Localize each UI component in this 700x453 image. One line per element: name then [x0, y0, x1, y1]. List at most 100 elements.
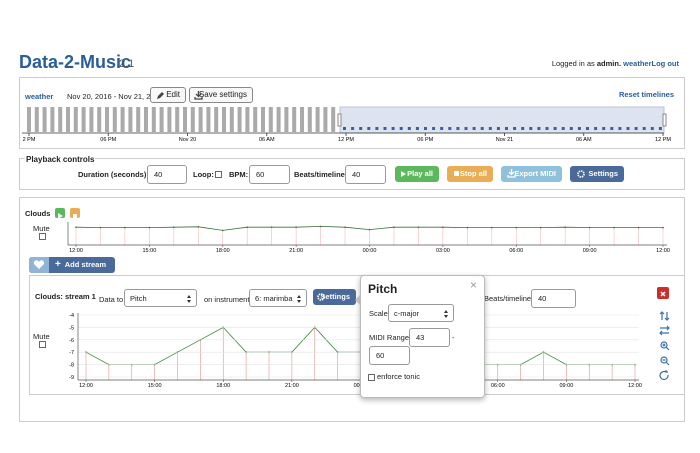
sort-icon[interactable]	[659, 311, 670, 321]
close-icon	[660, 291, 666, 297]
beat-marker	[561, 127, 565, 130]
beat-marker	[415, 127, 419, 130]
duration-label: Duration (seconds):	[78, 170, 149, 179]
scale-select[interactable]: c-major	[388, 304, 454, 322]
timeline-tick-label: 06 AM	[576, 137, 592, 143]
popup-title: Pitch	[368, 282, 398, 296]
logout-link[interactable]: Log out	[651, 59, 680, 68]
x-tick-label: 09:00	[559, 383, 573, 389]
app-version: 2.1	[119, 58, 135, 70]
duration-input[interactable]: 40	[147, 165, 187, 184]
value-point	[466, 226, 469, 229]
x-tick-label: 18:00	[216, 248, 230, 254]
beat-bar	[175, 107, 180, 132]
timeline-tick-label: 06 PM	[417, 137, 433, 143]
dataset-link[interactable]: weather	[623, 59, 652, 68]
settings-label: Settings	[588, 169, 618, 178]
data-to-select[interactable]: Pitch	[124, 289, 197, 307]
value-point	[221, 229, 224, 232]
settings-button[interactable]: Settings	[570, 166, 624, 182]
stream-beats-label: Beats/timeline	[484, 294, 532, 303]
clouds-name: Clouds	[25, 209, 51, 218]
value-point	[295, 226, 297, 228]
beat-bar	[331, 107, 336, 132]
zoom-in-icon[interactable]	[660, 341, 670, 351]
beat-marker	[569, 127, 573, 130]
midi-high-input[interactable]: 60	[369, 346, 410, 365]
beat-bar	[214, 107, 219, 132]
stream-mute-checkbox[interactable]	[39, 341, 46, 348]
beat-marker	[521, 127, 525, 130]
beat-marker	[343, 127, 346, 130]
app-title: Data-2-Music	[19, 52, 132, 72]
timeline-tick-label: Nov 20	[179, 137, 196, 143]
dataset-name[interactable]: weather	[25, 92, 54, 101]
beat-bar	[261, 107, 265, 132]
value-point	[344, 226, 346, 228]
beat-bar	[27, 107, 31, 132]
export-midi-button[interactable]: Export MIDI	[501, 166, 562, 182]
beat-marker	[432, 127, 436, 130]
edit-button[interactable]: Edit	[150, 87, 186, 103]
value-point	[246, 226, 249, 228]
value-point	[442, 226, 444, 228]
popup-close[interactable]: ×	[470, 278, 478, 292]
mute-checkbox[interactable]	[39, 233, 46, 240]
download-icon	[194, 91, 203, 100]
clouds-stop-button[interactable]	[70, 208, 80, 218]
data-to-label: Data to	[99, 295, 124, 304]
reset-zoom-icon[interactable]	[659, 370, 669, 381]
beat-marker	[586, 127, 589, 130]
add-stream-button[interactable]: + Add stream	[29, 257, 115, 273]
play-all-button[interactable]: Play all	[395, 166, 439, 182]
beat-bar	[89, 107, 94, 132]
beat-bar	[42, 107, 47, 132]
zoom-out-icon[interactable]	[660, 356, 670, 366]
beat-marker	[626, 127, 630, 130]
y-tick-label: -5	[69, 325, 74, 331]
selection-range	[339, 106, 665, 134]
swap-icon[interactable]	[659, 325, 670, 336]
reset-link[interactable]: Reset timelines	[618, 90, 674, 99]
beat-bar	[300, 107, 304, 132]
tonic-checkbox[interactable]	[368, 374, 375, 381]
pencil-icon	[157, 92, 164, 99]
beat-bar	[222, 107, 226, 132]
beat-marker	[399, 127, 403, 130]
remove-stream-button[interactable]	[657, 287, 669, 299]
clouds-play-button[interactable]	[55, 208, 65, 219]
stream-settings-button[interactable]: Settings	[313, 289, 356, 305]
date-range: Nov 20, 2016 - Nov 21, 2016	[67, 92, 163, 101]
value-point	[417, 226, 420, 228]
midi-low-input[interactable]: 43	[409, 328, 450, 347]
timeline-tick-label: 12 PM	[655, 137, 671, 143]
add-stream-text: Add stream	[64, 260, 106, 269]
beat-bar	[284, 107, 289, 132]
range-handle	[662, 113, 667, 127]
loop-checkbox[interactable]	[215, 171, 222, 178]
beat-marker	[594, 127, 598, 130]
stream-mute-label: Mute	[33, 332, 50, 341]
beat-marker	[650, 127, 654, 130]
beat-bar	[237, 107, 242, 132]
y-tick-label: -6	[69, 338, 74, 344]
loop-label: Loop:	[193, 170, 214, 179]
stream-beats-input[interactable]: 40	[531, 289, 576, 308]
login-info: Logged in as admin. weatherLog out	[552, 59, 679, 68]
beat-bar	[292, 107, 297, 132]
value-point	[637, 226, 640, 229]
beats-input[interactable]: 40	[345, 165, 386, 184]
scale-label: Scale	[369, 309, 388, 318]
beat-marker	[383, 127, 387, 130]
bpm-input[interactable]: 60	[249, 165, 290, 184]
login-prefix: Logged in as	[551, 59, 595, 68]
stop-all-button[interactable]: Stop all	[447, 166, 493, 182]
x-tick-label: 15:00	[142, 248, 156, 254]
instrument-select[interactable]: 6: marimba	[249, 289, 307, 307]
save-button[interactable]: Save settings	[189, 87, 253, 103]
stop-all-label: Stop all	[459, 169, 487, 178]
value-point	[319, 225, 322, 228]
beat-marker	[618, 127, 622, 130]
beat-bar	[34, 107, 39, 132]
